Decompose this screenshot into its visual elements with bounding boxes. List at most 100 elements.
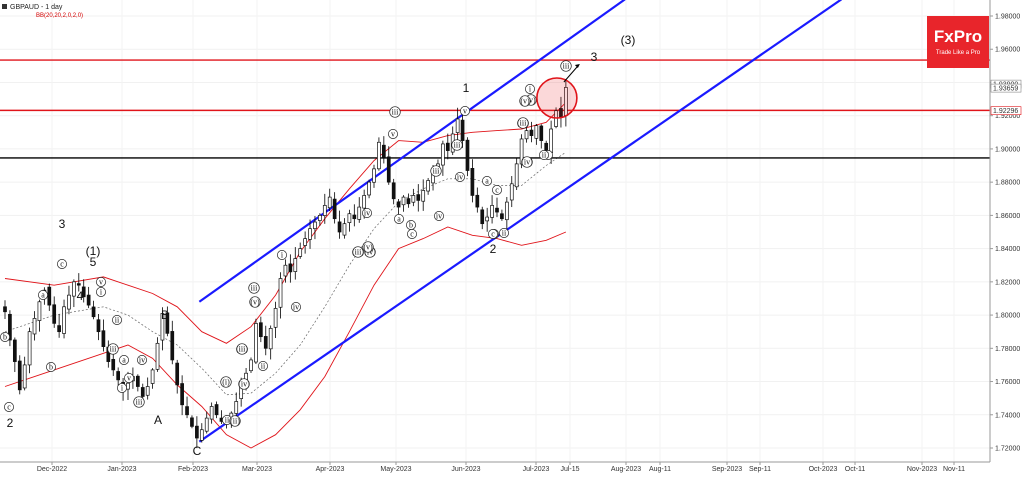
candle-body: [135, 375, 140, 387]
candle-body: [160, 313, 165, 341]
wave-label-circled: b: [406, 220, 416, 230]
channel-upper-line: [198, 0, 626, 303]
candle-body: [126, 382, 130, 390]
candle-body: [199, 429, 204, 441]
candle: [460, 115, 465, 148]
wave-label-circled: (iii): [236, 343, 248, 355]
wave-label-circled: (iv): [238, 378, 250, 390]
candle: [165, 306, 170, 337]
wave-label-circled: a: [38, 290, 48, 300]
candle-body: [509, 183, 514, 201]
wave-label-circled: iii: [451, 139, 463, 151]
candle: [372, 164, 376, 188]
wave-label-circled: a: [394, 214, 404, 224]
wave-label-text: b: [409, 221, 413, 230]
wave-label-text: iii: [110, 345, 117, 354]
wave-label-circled: ii: [539, 150, 549, 160]
x-tick-label: Mar-2023: [242, 466, 272, 473]
candle-body: [303, 238, 307, 246]
candle-body: [362, 195, 367, 209]
wave-label-text: v: [99, 278, 103, 287]
wave-label-circle: [124, 373, 134, 383]
candle-body: [170, 331, 175, 361]
wave-label-circled: (iii): [517, 117, 529, 129]
wave-label-text: c: [60, 260, 64, 269]
candle: [145, 377, 150, 400]
candle: [199, 423, 204, 443]
wave-label: 4: [77, 289, 84, 303]
candle: [3, 300, 7, 320]
candle: [62, 299, 66, 339]
wave-label-circle: [0, 332, 10, 342]
candle: [283, 259, 288, 283]
wave-label-circle: [492, 185, 502, 195]
wave-label-text: a: [122, 356, 126, 365]
candle-body: [445, 142, 450, 151]
wave-label-circle: [96, 277, 106, 287]
candle: [386, 146, 391, 185]
candle: [258, 316, 263, 343]
price-tag-box: [990, 83, 1022, 93]
wave-label-circle: [4, 402, 14, 412]
price-tag: 1.92296: [990, 106, 1022, 116]
candle-body: [426, 180, 430, 192]
candle: [160, 307, 165, 351]
candle: [396, 198, 401, 217]
candle-body: [337, 221, 342, 233]
indicator-label: BB(20,20,2,0,2,0): [36, 13, 83, 19]
y-tick-label: 1.72000: [995, 446, 1020, 453]
wave-label-circle: [249, 296, 261, 308]
candle: [342, 218, 347, 239]
wave-label-text: i: [100, 288, 103, 297]
highlight-circle: [536, 77, 578, 119]
wave-label-text: iv: [457, 173, 463, 182]
wave-label-text: v: [391, 130, 395, 139]
y-tick-label: 1.76000: [995, 379, 1020, 386]
wave-label-circle: [519, 95, 531, 107]
x-tick-label: Jul-2023: [523, 466, 550, 473]
wave-label-text: c: [491, 230, 495, 239]
candle-body: [288, 263, 293, 273]
candle-body: [465, 139, 470, 171]
wave-label-circled: (iii): [352, 246, 364, 258]
wave-label-circled: iii: [560, 60, 572, 72]
candle-body: [411, 195, 416, 203]
wave-label-circled: (ii): [229, 415, 241, 427]
candle-body: [327, 196, 332, 209]
wave-label-circled: ii: [112, 315, 122, 325]
wave-label-text: ii: [115, 316, 120, 325]
candle: [509, 176, 514, 208]
candle: [254, 318, 258, 364]
candle-body: [195, 425, 199, 439]
candle-body: [145, 386, 150, 396]
wave-label-circled: ii: [499, 228, 509, 238]
wave-label-circle: [137, 355, 147, 365]
candle-body: [318, 215, 322, 221]
candle: [455, 107, 460, 141]
candle: [195, 416, 199, 449]
candle: [298, 242, 303, 259]
wave-label-text: a: [41, 291, 45, 300]
candle-body: [249, 359, 253, 372]
wave-label-circle: [57, 259, 67, 269]
candle-body: [534, 125, 539, 139]
wave-label-text: b: [49, 363, 53, 372]
y-tick-label: 1.84000: [995, 246, 1020, 253]
candle: [209, 402, 214, 424]
candle: [406, 193, 411, 208]
wave-label-circle: [291, 302, 301, 312]
wave-label-circled: (v): [249, 296, 261, 308]
wave-label-circled: i: [96, 287, 106, 297]
candle-body: [485, 216, 490, 222]
candle-body: [470, 168, 475, 196]
candle: [480, 206, 485, 230]
wave-label-circled: iii: [248, 282, 260, 294]
grid: [0, 0, 990, 462]
wave-label-circle: [258, 361, 268, 371]
candle: [293, 247, 298, 280]
candle-body: [190, 417, 194, 427]
candle-body: [258, 322, 263, 338]
wave-label: 3: [59, 217, 66, 231]
